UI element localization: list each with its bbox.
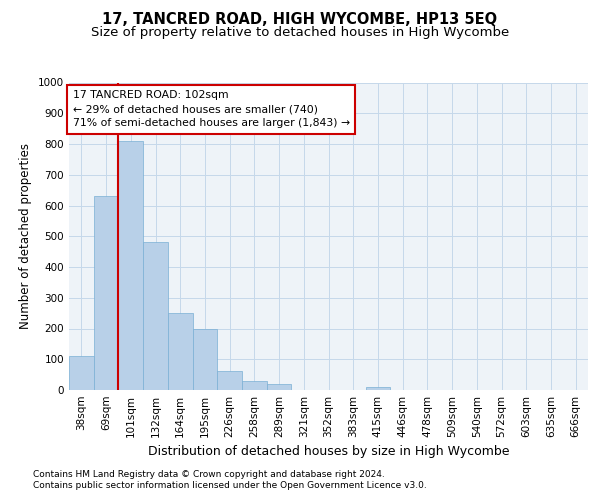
Bar <box>242 381 267 390</box>
Text: Size of property relative to detached houses in High Wycombe: Size of property relative to detached ho… <box>91 26 509 39</box>
Text: Contains HM Land Registry data © Crown copyright and database right 2024.: Contains HM Land Registry data © Crown c… <box>33 470 385 479</box>
Bar <box>168 313 193 390</box>
Text: 17, TANCRED ROAD, HIGH WYCOMBE, HP13 5EQ: 17, TANCRED ROAD, HIGH WYCOMBE, HP13 5EQ <box>103 12 497 28</box>
Bar <box>69 356 94 390</box>
Bar <box>94 196 118 390</box>
Bar <box>217 370 242 390</box>
Bar <box>193 328 217 390</box>
Text: Contains public sector information licensed under the Open Government Licence v3: Contains public sector information licen… <box>33 481 427 490</box>
X-axis label: Distribution of detached houses by size in High Wycombe: Distribution of detached houses by size … <box>148 446 509 458</box>
Text: 17 TANCRED ROAD: 102sqm
← 29% of detached houses are smaller (740)
71% of semi-d: 17 TANCRED ROAD: 102sqm ← 29% of detache… <box>73 90 350 128</box>
Bar <box>118 141 143 390</box>
Bar <box>365 387 390 390</box>
Bar <box>267 384 292 390</box>
Bar <box>143 242 168 390</box>
Y-axis label: Number of detached properties: Number of detached properties <box>19 143 32 329</box>
